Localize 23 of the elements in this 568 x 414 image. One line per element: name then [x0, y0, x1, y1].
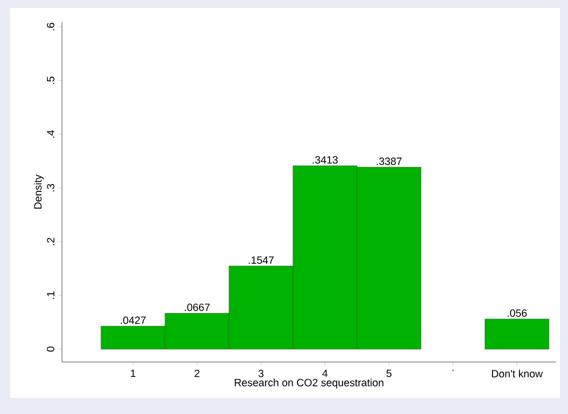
x-tick-label: . — [452, 370, 454, 371]
y-tick-label: 0 — [46, 346, 54, 352]
y-tick-label: .5 — [46, 76, 54, 84]
y-tick-label: .2 — [46, 238, 54, 246]
x-tick-label: 4 — [322, 370, 328, 377]
x-axis-title: Research on CO2 sequestration — [234, 378, 384, 388]
x-tick-label: 5 — [386, 370, 392, 378]
y-tick-label: .3 — [46, 184, 54, 192]
data-label: .0667 — [184, 304, 210, 312]
data-label: .0427 — [120, 316, 146, 324]
data-label: .3387 — [376, 158, 402, 165]
x-tick-label: Don't know — [492, 370, 543, 378]
y-axis-title: Density — [34, 174, 44, 209]
y-tick-label: .6 — [46, 22, 54, 30]
data-label: .056 — [508, 309, 527, 317]
data-label: .1547 — [248, 256, 274, 264]
x-tick-label: 3 — [258, 370, 264, 378]
y-tick-label: .1 — [47, 292, 54, 299]
x-tick-label: 1 — [130, 370, 136, 377]
x-tick-label: 2 — [194, 370, 200, 378]
bar — [484, 318, 550, 350]
data-label: .3413 — [312, 156, 338, 164]
y-tick-label: .4 — [47, 130, 54, 138]
